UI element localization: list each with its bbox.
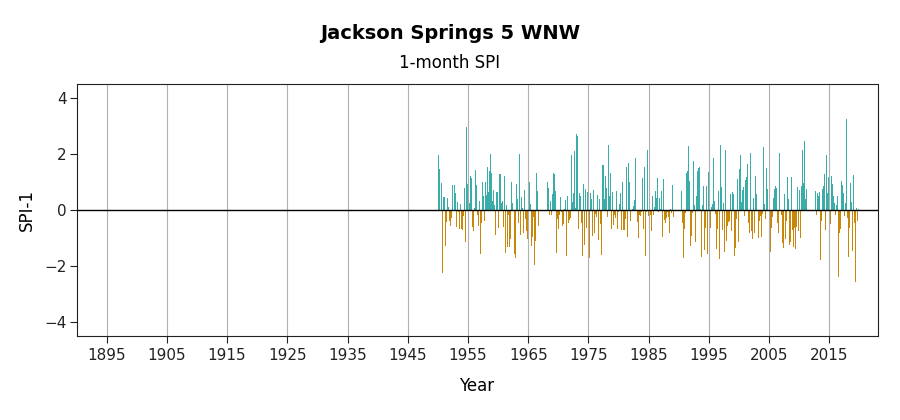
Text: Jackson Springs 5 WNW: Jackson Springs 5 WNW [320,24,580,43]
Text: 1-month SPI: 1-month SPI [400,54,500,72]
Y-axis label: SPI-1: SPI-1 [18,189,36,231]
X-axis label: Year: Year [459,378,495,395]
